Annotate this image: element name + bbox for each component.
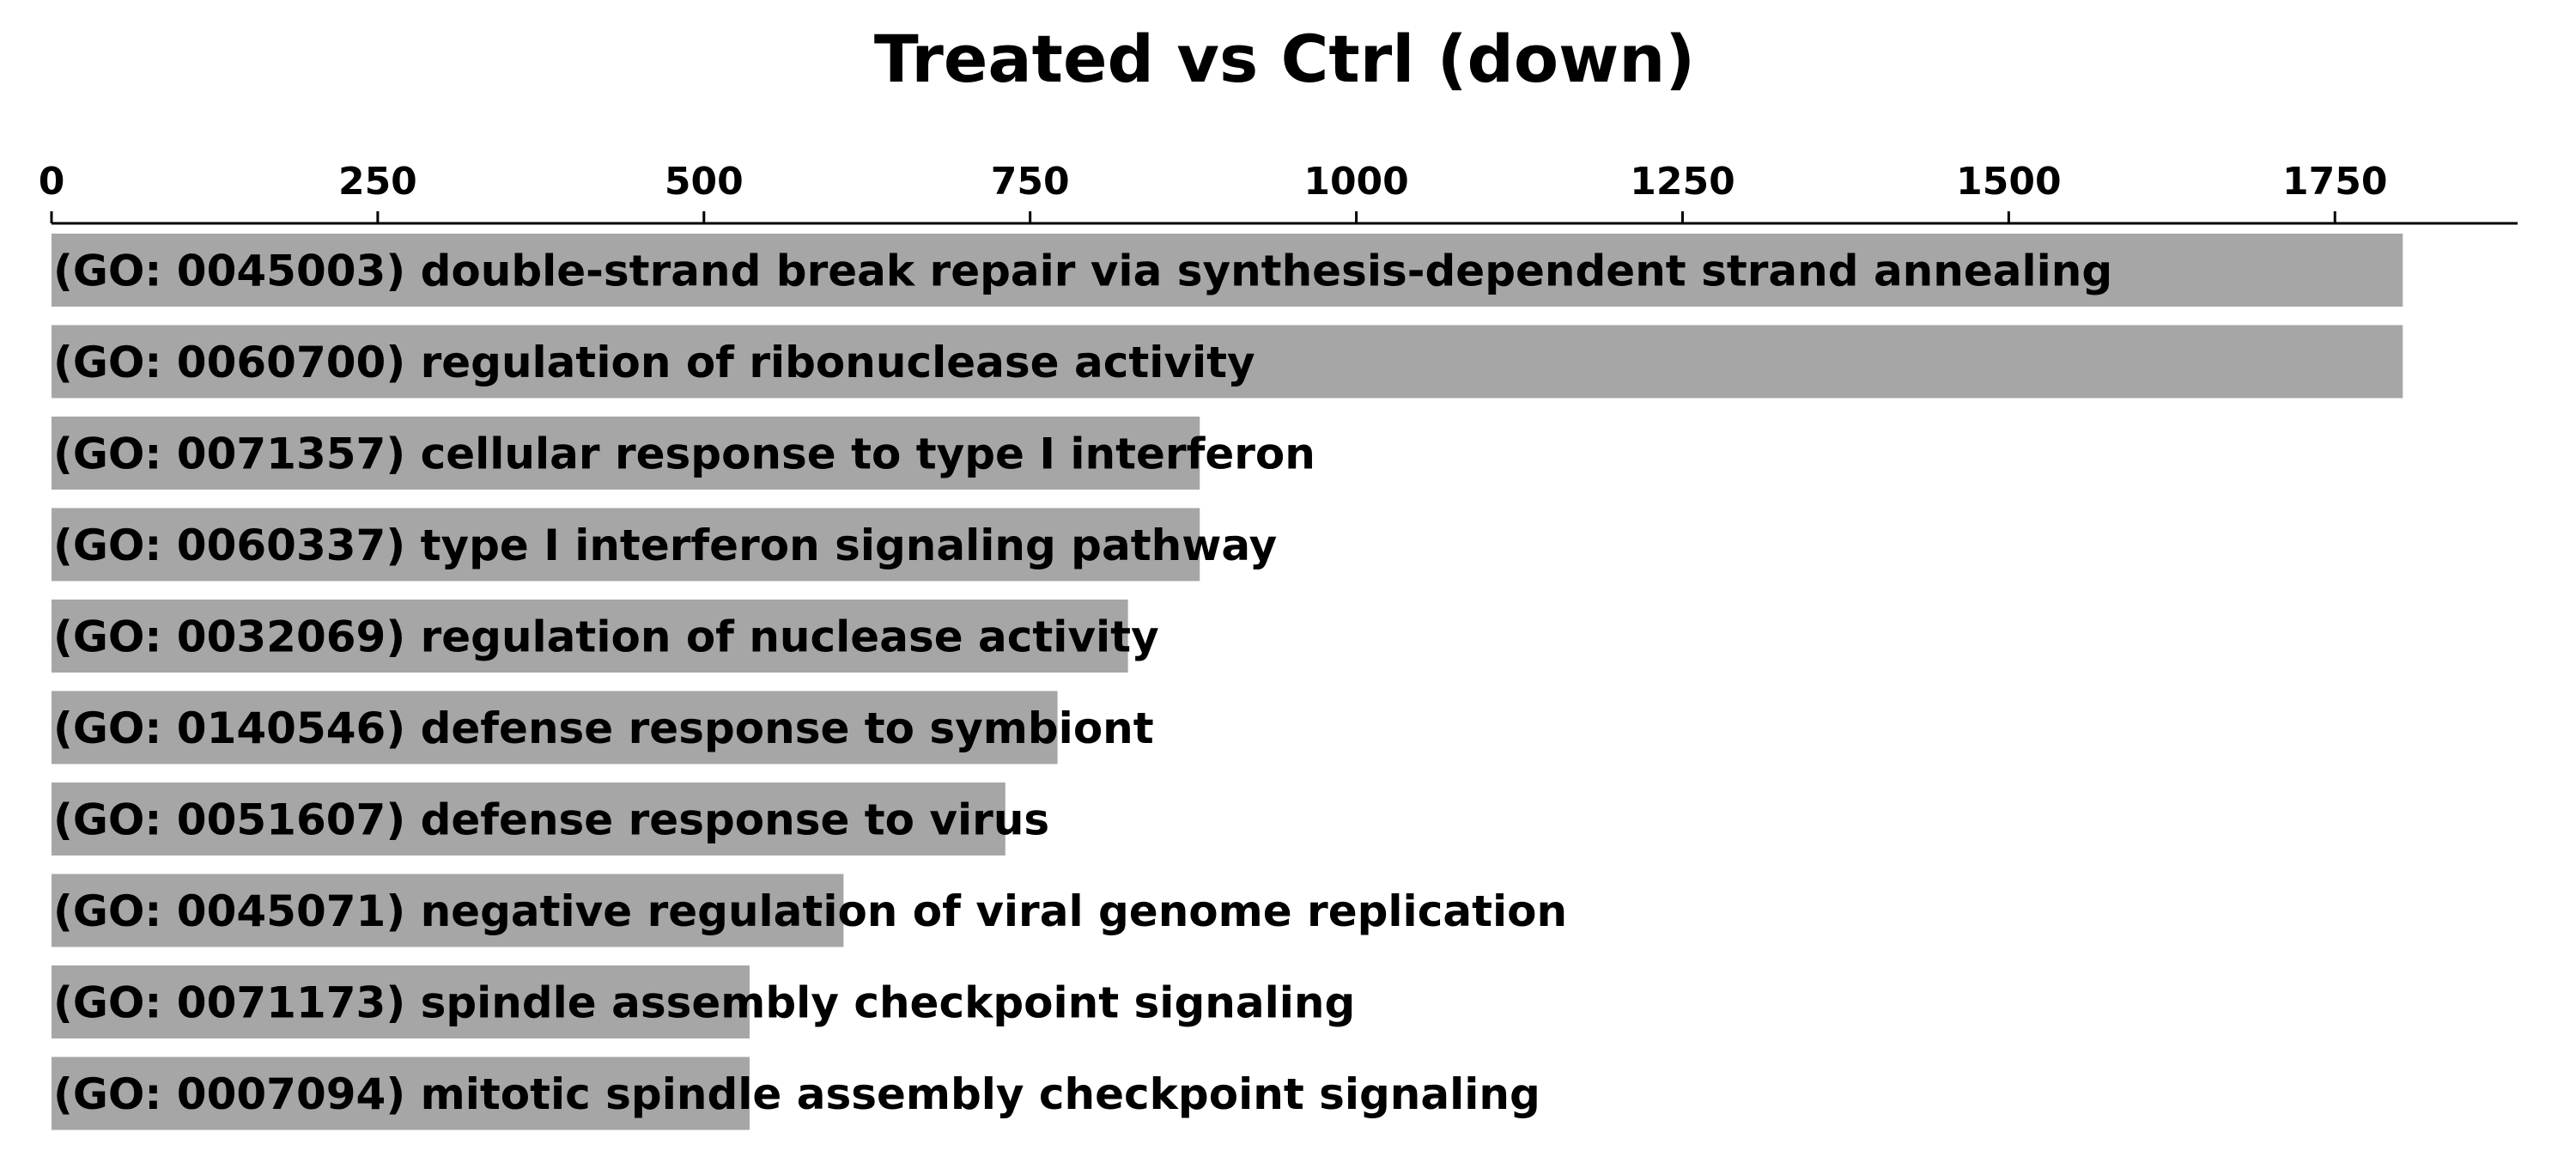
x-tick-label-1250: 1250 (1630, 160, 1735, 204)
x-tick-label-1750: 1750 (2282, 160, 2387, 204)
x-tick-label-250: 250 (338, 160, 417, 204)
bar-label-5: (GO: 0032069) regulation of nuclease act… (53, 612, 1159, 662)
bar-1 (52, 234, 2403, 307)
bar-label-7: (GO: 0051607) defense response to virus (53, 795, 1049, 845)
bar-label-6: (GO: 0140546) defense response to symbio… (53, 703, 1154, 753)
bar-8 (52, 874, 844, 947)
x-tick-label-1500: 1500 (1956, 160, 2061, 204)
bar-label-8: (GO: 0045071) negative regulation of vir… (53, 886, 1567, 936)
bar-2 (52, 325, 2403, 399)
bar-label-9: (GO: 0071173) spindle assembly checkpoin… (53, 978, 1355, 1028)
bar-5 (52, 600, 1128, 673)
bar-3 (52, 417, 1200, 490)
bar-labels-layer: (GO: 0045003) double-strand break repair… (53, 247, 2112, 1120)
bar-label-4: (GO: 0060337) type I interferon signalin… (53, 521, 1277, 570)
bar-10 (52, 1056, 750, 1130)
bar-label-1: (GO: 0045003) double-strand break repair… (53, 247, 2112, 296)
bar-4 (52, 508, 1200, 582)
bar-7 (52, 782, 1005, 856)
x-tick-label-1000: 1000 (1303, 160, 1408, 204)
bar-label-2: (GO: 0060700) regulation of ribonuclease… (53, 338, 1255, 387)
bar-label-10: (GO: 0007094) mitotic spindle assembly c… (53, 1069, 1540, 1119)
chart-title: Treated vs Ctrl (down) (874, 21, 1695, 97)
bar-9 (52, 965, 750, 1038)
bars-layer (52, 234, 2403, 1130)
x-tick-label-0: 0 (39, 160, 65, 204)
bar-label-3: (GO: 0071357) cellular response to type … (53, 429, 1315, 479)
x-tick-label-500: 500 (665, 160, 744, 204)
bar-6 (52, 691, 1058, 764)
x-tick-label-750: 750 (991, 160, 1070, 204)
x-axis: 0 250 500 750 1000 1250 1500 1750 (39, 160, 2518, 225)
